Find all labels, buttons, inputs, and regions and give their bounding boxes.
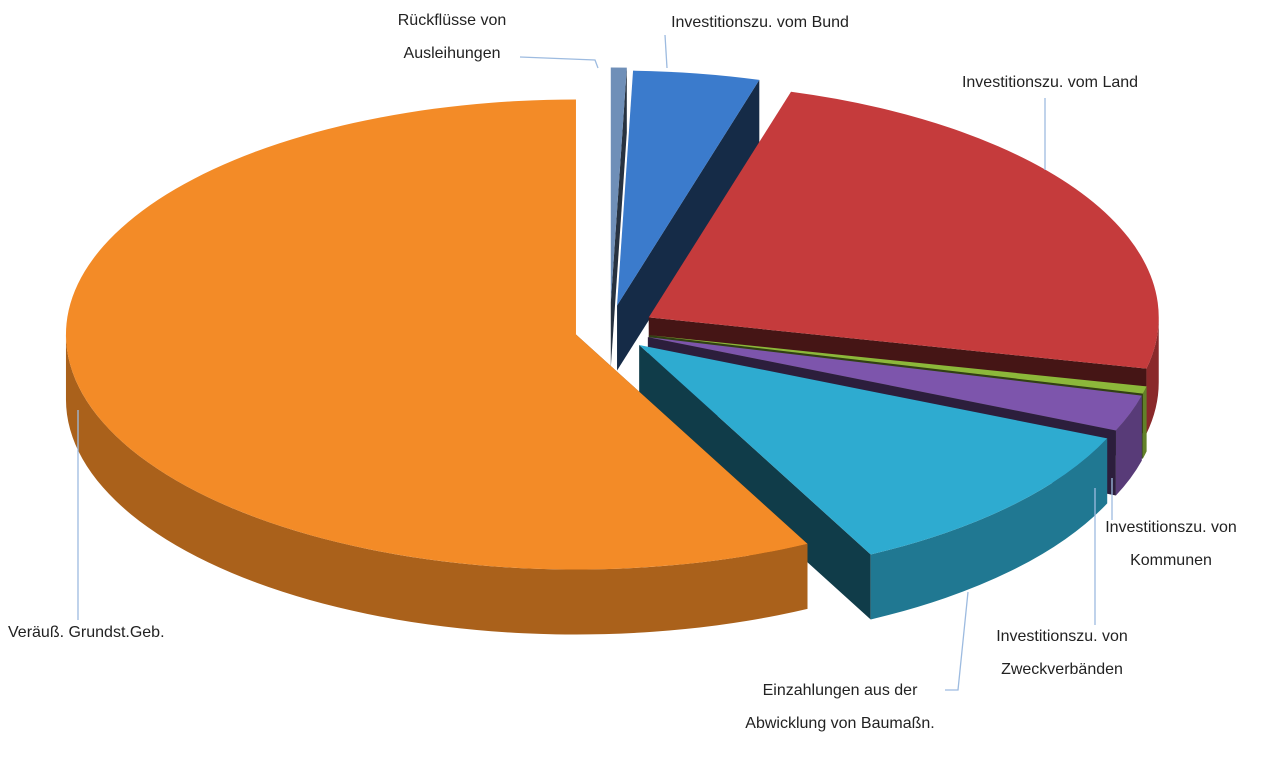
leader-line: [664, 34, 668, 69]
slice-label: Investitionszu. vom Bund: [671, 14, 849, 31]
slice-label: Rückflüsse von Ausleihungen: [397, 12, 507, 62]
slice: [647, 337, 1142, 431]
slice-label: Investitionszu. vom Land: [961, 74, 1139, 91]
slice-label: Einzahlungen aus der Abwicklung von Baum…: [745, 682, 935, 732]
slice-side: [1115, 395, 1142, 496]
slice: [648, 91, 1159, 369]
slice-side: [1142, 386, 1147, 459]
slice-side: [870, 438, 1108, 620]
slice: [610, 67, 627, 303]
slice: [639, 345, 1108, 555]
leader-line: [519, 56, 599, 69]
leader-line: [945, 591, 969, 691]
slice-wall: [617, 79, 760, 371]
slice: [65, 99, 808, 570]
slice-label: Veräuß. Grundst.Geb.: [8, 624, 165, 641]
slice-label: Investitionszu. von Kommunen: [1105, 519, 1237, 569]
slice-side: [1146, 317, 1159, 434]
slice-wall: [610, 67, 627, 368]
slice: [617, 70, 760, 306]
slice-side: [65, 334, 808, 635]
slice: [648, 335, 1147, 394]
slice-wall: [639, 345, 871, 620]
slice-label: Investitionszu. von Zweckverbänden: [996, 628, 1128, 678]
